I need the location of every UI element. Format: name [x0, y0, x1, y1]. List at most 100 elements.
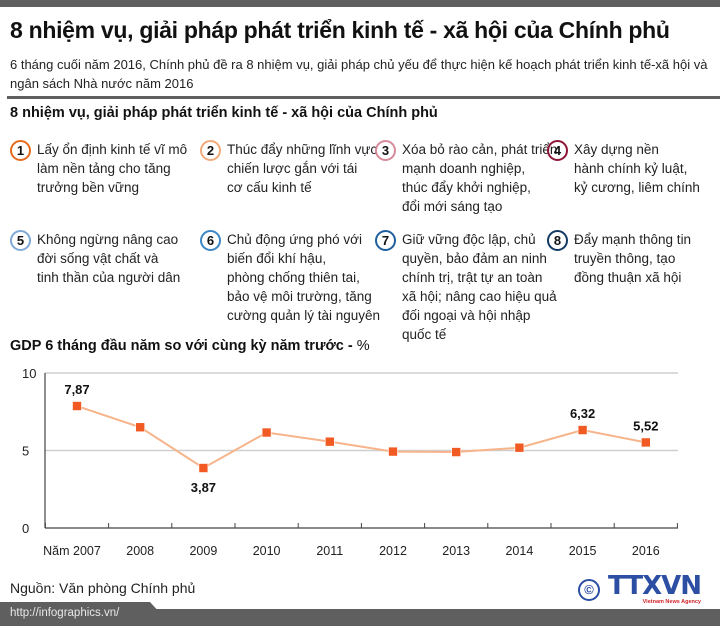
task-line: làm nền tảng cho tăng — [37, 161, 171, 176]
task-item-2: 2 Thúc đẩy những lĩnh vực chiến lược gắn v… — [200, 140, 377, 197]
task-line: thúc đẩy khởi nghiệp, — [402, 180, 531, 195]
page-subtitle: 6 tháng cuối năm 2016, Chính phủ đề ra 8… — [10, 57, 708, 91]
data-point-marker — [324, 436, 335, 447]
logo-text: TTXVN — [608, 571, 702, 601]
task-line: Không ngừng nâng cao — [37, 232, 179, 247]
task-item-4: 4 Xây dựng nền hành chính kỷ luật, kỷ cương… — [547, 140, 700, 197]
task-line: Xây dựng nền — [574, 142, 659, 157]
top-bar — [0, 0, 720, 7]
copyright-icon: © — [578, 578, 600, 601]
task-line: Đẩy mạnh thông tin — [574, 232, 692, 247]
x-category-label: Năm 2007 — [43, 544, 101, 558]
data-point-marker — [451, 447, 462, 457]
task-line: bảo vệ môi trường, tăng — [227, 289, 372, 304]
task-number-badge: 3 — [375, 140, 396, 161]
footer-tab — [0, 602, 172, 626]
chart-title-unit: % — [356, 338, 370, 354]
task-number-badge: 7 — [375, 230, 396, 251]
task-number-badge: 8 — [547, 230, 568, 251]
chart-title-text: GDP 6 tháng đầu năm so với cùng kỳ năm t… — [10, 338, 357, 354]
y-tick-label: 5 — [22, 444, 29, 459]
task-item-8: 8 Đẩy mạnh thông tin truyền thông, tạo đồng… — [547, 230, 691, 287]
task-line: Thúc đẩy những lĩnh vực — [227, 142, 378, 157]
task-number-badge: 6 — [200, 230, 221, 251]
task-description: Xóa bỏ rào cản, phát triển mạnh doanh ngh… — [402, 140, 557, 216]
task-line: quyền, bảo đảm an ninh — [402, 251, 547, 266]
task-line: Lấy ổn định kinh tế vĩ mô — [37, 142, 188, 157]
task-line: trưởng bền vững — [37, 180, 139, 195]
data-point-marker — [514, 442, 525, 453]
task-description: Thúc đẩy những lĩnh vực chiến lược gắn vớ… — [227, 140, 377, 197]
y-tick-label: 10 — [22, 366, 36, 381]
task-line: đồng thuận xã hội — [574, 270, 682, 285]
x-category-label: 2011 — [316, 544, 343, 558]
section-divider — [7, 96, 720, 99]
task-description: Xây dựng nền hành chính kỷ luật, kỷ cương,… — [574, 140, 700, 197]
x-category-label: 2009 — [189, 544, 217, 558]
task-line: cường quản lý tài nguyên — [227, 308, 380, 323]
task-line: mạnh doanh nghiệp, — [402, 161, 526, 176]
task-line: đời sống vật chất và — [37, 251, 159, 266]
data-point-marker — [135, 422, 145, 433]
task-line: đổi mới sáng tạo — [402, 199, 503, 214]
task-line: truyền thông, tạo — [574, 251, 676, 266]
task-line: chiến lược gắn với tái — [227, 161, 358, 176]
data-point-marker — [640, 437, 651, 448]
task-line: đối ngoại và hội nhập — [402, 308, 531, 323]
footer-url-link[interactable]: http://infographics.vn/ — [10, 607, 120, 619]
x-category-label: 2013 — [442, 544, 470, 558]
task-description: Lấy ổn định kinh tế vĩ mô làm nền tảng ch… — [37, 140, 187, 197]
task-line: Giữ vững độc lập, chủ — [402, 232, 536, 247]
page-title: 8 nhiệm vụ, giải pháp phát triển kinh tế… — [10, 17, 670, 43]
data-point-marker — [261, 427, 272, 438]
task-line: chính trị, trật tự an toàn — [402, 270, 543, 285]
task-line: kỷ cương, liêm chính — [574, 180, 700, 195]
ttxvn-logo: © TTXVN Vietnam News Agency — [578, 571, 702, 605]
task-item-5: 5 Không ngừng nâng cao đời sống vật chất v… — [10, 230, 180, 287]
task-line: phòng chống thiên tai, — [227, 270, 360, 285]
task-line: cơ cấu kinh tế — [227, 180, 312, 195]
footer-bar — [0, 609, 720, 626]
task-description: Chủ động ứng phó với biến đổi khí hậu, phò… — [227, 230, 380, 325]
x-category-label: 2008 — [126, 544, 154, 558]
data-label: 6,32 — [570, 406, 595, 421]
task-number-badge: 2 — [200, 140, 221, 161]
task-item-7: 7 Giữ vững độc lập, chủ quyền, bảo đảm an … — [375, 230, 557, 344]
task-line: hành chính kỷ luật, — [574, 161, 688, 176]
task-description: Không ngừng nâng cao đời sống vật chất và… — [37, 230, 180, 287]
y-tick-label: 0 — [22, 521, 29, 536]
data-label: 7,87 — [64, 382, 89, 397]
task-line: quốc tế — [402, 327, 447, 342]
task-line: Xóa bỏ rào cản, phát triển — [402, 142, 558, 157]
x-category-label: 2010 — [253, 544, 281, 558]
task-line: Chủ động ứng phó với — [227, 232, 362, 247]
x-category-label: 2016 — [632, 544, 660, 558]
task-item-1: 1 Lấy ổn định kinh tế vĩ mô làm nền tảng c… — [10, 140, 187, 197]
data-label: 5,52 — [633, 418, 658, 433]
x-category-label: 2014 — [505, 544, 533, 558]
task-line: xã hội; nâng cao hiệu quả — [402, 289, 557, 304]
x-category-label: 2012 — [379, 544, 407, 558]
series-line — [76, 405, 646, 470]
chart-title: GDP 6 tháng đầu năm so với cùng kỳ năm t… — [10, 338, 370, 354]
data-label: 3,87 — [191, 480, 216, 495]
x-category-label: 2015 — [569, 544, 597, 558]
data-point-marker — [577, 425, 588, 435]
task-item-6: 6 Chủ động ứng phó với biến đổi khí hậu, ph… — [200, 230, 380, 325]
data-point-marker — [72, 401, 82, 411]
task-number-badge: 4 — [547, 140, 568, 161]
data-point-marker — [198, 463, 209, 473]
task-line: biến đổi khí hậu, — [227, 251, 327, 266]
logo-tagline: Vietnam News Agency — [642, 599, 701, 605]
task-line: tinh thần của người dân — [37, 270, 181, 285]
task-item-3: 3 Xóa bỏ rào cản, phát triển mạnh doanh ng… — [375, 140, 557, 216]
tasks-section-title: 8 nhiệm vụ, giải pháp phát triển kinh tế… — [10, 105, 438, 121]
task-description: Giữ vững độc lập, chủ quyền, bảo đảm an n… — [402, 230, 557, 344]
task-number-badge: 1 — [10, 140, 31, 161]
source-note: Nguồn: Văn phòng Chính phủ — [10, 580, 196, 596]
logo-wordmark: TTXVN Vietnam News Agency — [608, 571, 702, 605]
task-number-badge: 5 — [10, 230, 31, 251]
task-description: Đẩy mạnh thông tin truyền thông, tạo đồng … — [574, 230, 691, 287]
data-point-marker — [388, 446, 398, 457]
gdp-line-chart: 0 5 10 7,87 3,87 6,32 5,52 Năm 2007 2008 2009 2010… — [22, 366, 678, 558]
